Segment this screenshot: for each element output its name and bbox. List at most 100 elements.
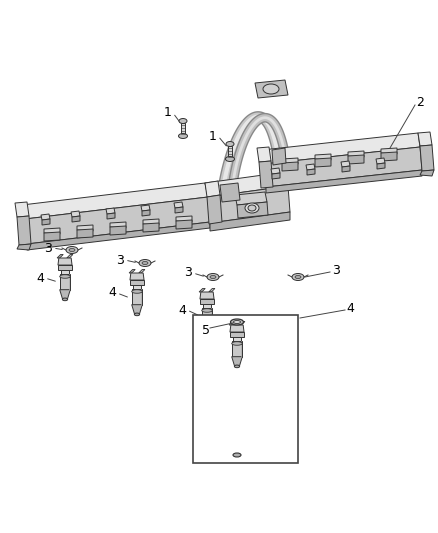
Polygon shape — [57, 254, 63, 258]
Polygon shape — [27, 222, 210, 250]
Polygon shape — [420, 170, 434, 176]
Polygon shape — [210, 212, 290, 231]
Polygon shape — [237, 202, 268, 218]
Polygon shape — [229, 321, 235, 325]
Polygon shape — [77, 229, 93, 238]
Ellipse shape — [69, 248, 75, 252]
Polygon shape — [15, 202, 29, 217]
Polygon shape — [306, 164, 315, 170]
Polygon shape — [67, 254, 73, 258]
Ellipse shape — [295, 276, 301, 279]
Polygon shape — [200, 299, 214, 304]
Polygon shape — [208, 186, 290, 223]
Ellipse shape — [202, 309, 212, 312]
Polygon shape — [209, 288, 215, 292]
Text: 4: 4 — [346, 302, 354, 314]
Ellipse shape — [234, 365, 240, 368]
Polygon shape — [17, 244, 31, 250]
Polygon shape — [315, 158, 331, 167]
Polygon shape — [175, 207, 183, 213]
Polygon shape — [233, 337, 241, 341]
Ellipse shape — [210, 276, 216, 279]
Polygon shape — [272, 173, 280, 179]
Polygon shape — [77, 225, 93, 231]
Polygon shape — [230, 332, 244, 337]
Polygon shape — [255, 80, 288, 98]
Polygon shape — [235, 192, 267, 205]
Polygon shape — [199, 288, 205, 292]
Polygon shape — [266, 170, 422, 193]
Polygon shape — [207, 195, 222, 224]
Ellipse shape — [139, 260, 151, 266]
Ellipse shape — [62, 298, 67, 301]
Text: 3: 3 — [44, 241, 52, 254]
Polygon shape — [106, 208, 115, 214]
Polygon shape — [133, 285, 141, 289]
Polygon shape — [200, 292, 214, 299]
Text: 5: 5 — [202, 324, 210, 336]
Polygon shape — [58, 265, 72, 270]
Polygon shape — [228, 146, 232, 159]
Polygon shape — [17, 216, 31, 245]
Polygon shape — [342, 166, 350, 172]
Ellipse shape — [207, 273, 219, 280]
Polygon shape — [272, 148, 286, 165]
Polygon shape — [25, 197, 210, 244]
Polygon shape — [71, 211, 80, 217]
Polygon shape — [348, 151, 364, 157]
Polygon shape — [130, 280, 144, 285]
Polygon shape — [143, 223, 159, 232]
Text: 3: 3 — [184, 266, 192, 279]
Polygon shape — [132, 289, 142, 305]
Polygon shape — [381, 152, 397, 161]
Polygon shape — [110, 222, 126, 228]
Polygon shape — [129, 270, 135, 273]
Polygon shape — [202, 324, 212, 333]
Polygon shape — [176, 220, 192, 229]
Polygon shape — [110, 226, 126, 235]
Text: 1: 1 — [164, 107, 172, 119]
Polygon shape — [203, 304, 212, 308]
Bar — [193, 315, 298, 463]
Text: 4: 4 — [178, 303, 186, 317]
Polygon shape — [315, 154, 331, 160]
Polygon shape — [307, 169, 315, 175]
Polygon shape — [205, 172, 288, 197]
Ellipse shape — [232, 342, 242, 345]
Polygon shape — [205, 181, 220, 197]
Ellipse shape — [134, 313, 140, 316]
Polygon shape — [44, 228, 60, 234]
Ellipse shape — [292, 273, 304, 280]
Ellipse shape — [226, 157, 234, 161]
Polygon shape — [60, 270, 69, 274]
Polygon shape — [220, 183, 240, 202]
Polygon shape — [60, 289, 70, 298]
Polygon shape — [348, 155, 364, 164]
Polygon shape — [58, 258, 72, 265]
Text: 4: 4 — [36, 271, 44, 285]
Polygon shape — [239, 321, 245, 325]
Polygon shape — [262, 133, 420, 164]
Ellipse shape — [205, 332, 210, 335]
Polygon shape — [418, 132, 432, 146]
Ellipse shape — [66, 246, 78, 254]
Polygon shape — [44, 232, 60, 241]
Polygon shape — [132, 305, 142, 313]
Polygon shape — [72, 216, 80, 222]
Polygon shape — [420, 145, 434, 171]
Polygon shape — [282, 162, 298, 171]
Ellipse shape — [142, 262, 148, 264]
Polygon shape — [181, 123, 185, 136]
Polygon shape — [257, 147, 271, 162]
Polygon shape — [202, 308, 212, 324]
Polygon shape — [377, 163, 385, 169]
Ellipse shape — [132, 290, 142, 293]
Text: 1: 1 — [209, 130, 217, 142]
Ellipse shape — [233, 320, 240, 324]
Polygon shape — [232, 341, 242, 357]
Ellipse shape — [233, 453, 241, 457]
Polygon shape — [176, 216, 192, 222]
Text: 3: 3 — [116, 254, 124, 266]
Polygon shape — [341, 161, 350, 167]
Polygon shape — [41, 214, 50, 220]
